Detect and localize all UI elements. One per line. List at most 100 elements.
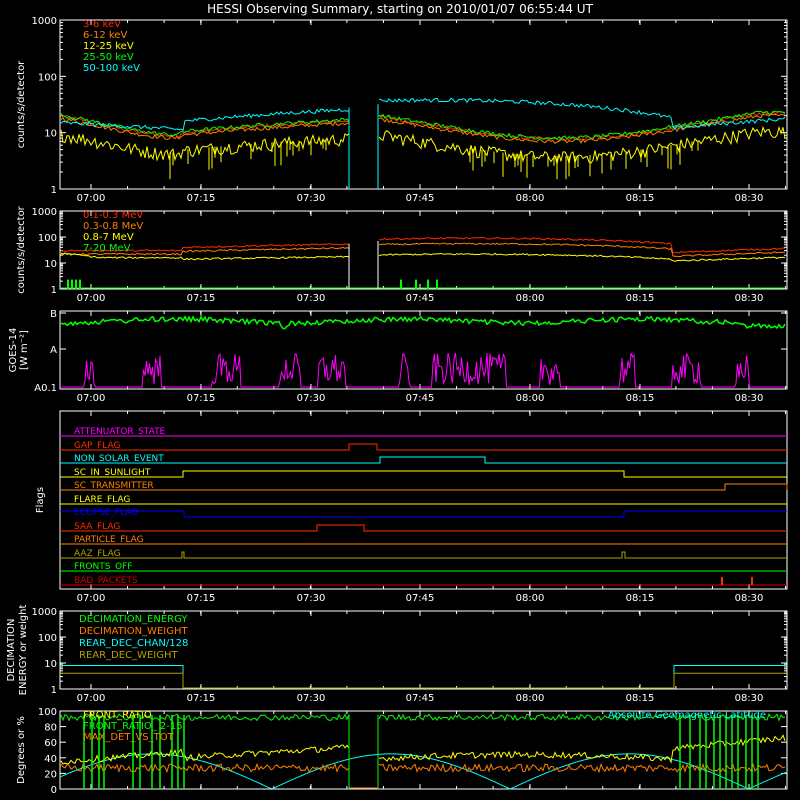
flag-line xyxy=(60,551,787,559)
y-tick-label: 1000 xyxy=(32,607,57,618)
y-tick-label: A xyxy=(50,345,57,356)
legend-entry: 6-12 keV xyxy=(83,30,127,41)
flag-line xyxy=(60,456,787,464)
x-tick-label: 08:30 xyxy=(735,393,764,404)
legend-entry: REAR_DEC_WEIGHT xyxy=(79,650,178,661)
data-line xyxy=(60,315,786,330)
data-line xyxy=(378,734,786,764)
x-tick-label: 08:00 xyxy=(516,693,545,704)
data-line xyxy=(378,762,786,774)
x-tick-label: 07:30 xyxy=(297,193,326,204)
y-axis-label: DECIMATION xyxy=(6,618,17,681)
y-axis-unit: [W m⁻²] xyxy=(19,330,30,370)
x-tick-label: 07:00 xyxy=(77,193,106,204)
panel-frame xyxy=(59,19,788,190)
x-tick-label: 07:45 xyxy=(406,393,435,404)
x-tick-label: 08:30 xyxy=(735,593,764,604)
data-line xyxy=(60,117,350,141)
x-tick-label: 07:00 xyxy=(77,693,106,704)
legend-entry: REAR_DEC_CHAN/128 xyxy=(79,638,188,649)
y-tick-label: 1000 xyxy=(32,207,57,218)
y-tick-label: 0 xyxy=(51,785,57,796)
panel-frame xyxy=(59,310,788,390)
x-tick-label: 07:15 xyxy=(187,693,216,704)
data-line xyxy=(378,110,786,142)
x-tick-label: 07:15 xyxy=(187,393,216,404)
x-tick-label: 08:30 xyxy=(735,693,764,704)
x-tick-label: 07:30 xyxy=(297,693,326,704)
flag-label: SAA_FLAG xyxy=(74,522,120,532)
data-line xyxy=(60,712,350,722)
panel-frame xyxy=(59,210,788,290)
panel-frame xyxy=(59,710,788,790)
flag-label: SC_TRANSMITTER xyxy=(74,481,154,491)
x-tick-label: 08:00 xyxy=(516,393,545,404)
flag-line xyxy=(60,443,787,451)
flag-label: ECLIPSE_FLAG xyxy=(74,508,138,518)
data-line xyxy=(60,108,350,132)
data-line xyxy=(60,762,350,774)
data-line xyxy=(378,712,786,722)
x-tick-label: 08:15 xyxy=(626,293,655,304)
data-line xyxy=(60,744,350,765)
y-tick-label: 20 xyxy=(44,769,57,780)
y-tick-label: 1 xyxy=(51,285,57,296)
data-line xyxy=(60,352,786,388)
legend-entry: 12-25 keV xyxy=(83,41,134,52)
data-line xyxy=(378,242,786,258)
flag-label: SC_IN_SUNLIGHT xyxy=(74,468,151,478)
data-line xyxy=(60,252,350,261)
flag-label: FLARE_FLAG xyxy=(74,495,130,505)
y-tick-label: 100 xyxy=(38,633,57,644)
legend-entry: FRONT_RATIO_ 2-15 xyxy=(83,721,183,732)
flag-line xyxy=(60,510,787,518)
x-tick-label: 07:30 xyxy=(297,393,326,404)
legend-entry: 7-20 MeV xyxy=(83,243,131,254)
flag-line xyxy=(60,524,787,532)
data-line xyxy=(378,252,786,262)
y-tick-label: 10 xyxy=(44,129,57,140)
data-line xyxy=(60,243,350,252)
y-axis-label: ENERGY or weight xyxy=(18,605,29,696)
legend-entry: 3-6 keV xyxy=(83,19,121,30)
x-tick-label: 08:00 xyxy=(516,193,545,204)
y-tick-label: 1 xyxy=(51,685,57,696)
legend-entry: DECIMATION_ENERGY xyxy=(79,614,188,625)
data-line xyxy=(59,753,787,790)
legend-entry: 25-50 keV xyxy=(83,52,134,63)
y-axis-label: GOES-14 xyxy=(8,328,19,373)
legend-entry: DECIMATION_WEIGHT xyxy=(79,626,188,637)
x-tick-label: 07:00 xyxy=(77,293,106,304)
x-tick-label: 07:45 xyxy=(406,693,435,704)
data-line xyxy=(60,113,350,137)
legend-entry: MAX_DET_VS_TOT xyxy=(83,732,175,743)
data-line xyxy=(60,129,350,162)
y-tick-label: 1000 xyxy=(32,16,57,27)
x-tick-label: 08:15 xyxy=(626,593,655,604)
y-tick-label: 1 xyxy=(51,185,57,196)
x-tick-label: 07:30 xyxy=(297,293,326,304)
legend-entry: 0.3-0.8 MeV xyxy=(83,221,143,232)
legend-entry: Absolute Geomagnetic Latitude xyxy=(608,710,766,721)
x-tick-label: 08:15 xyxy=(626,693,655,704)
x-tick-label: 07:15 xyxy=(187,593,216,604)
y-tick-label: A0.1 xyxy=(34,383,57,394)
y-tick-label: 10 xyxy=(44,659,57,670)
y-axis-label: Degrees or % xyxy=(16,716,27,784)
y-tick-label: 40 xyxy=(44,754,57,765)
flag-label: ATTENUATOR_STATE xyxy=(74,427,166,437)
y-tick-label: 100 xyxy=(38,707,57,718)
data-line xyxy=(378,97,786,130)
flag-label: FRONTS_OFF xyxy=(74,562,132,572)
data-line xyxy=(378,113,786,145)
y-tick-label: 60 xyxy=(44,738,57,749)
flag-label: GAP_FLAG xyxy=(74,441,120,451)
x-tick-label: 07:45 xyxy=(406,593,435,604)
x-tick-label: 08:00 xyxy=(516,293,545,304)
x-tick-label: 07:45 xyxy=(406,193,435,204)
y-tick-label: 10 xyxy=(44,259,57,270)
y-axis-label: Flags xyxy=(35,487,46,513)
x-tick-label: 07:45 xyxy=(406,293,435,304)
x-tick-label: 08:00 xyxy=(516,593,545,604)
